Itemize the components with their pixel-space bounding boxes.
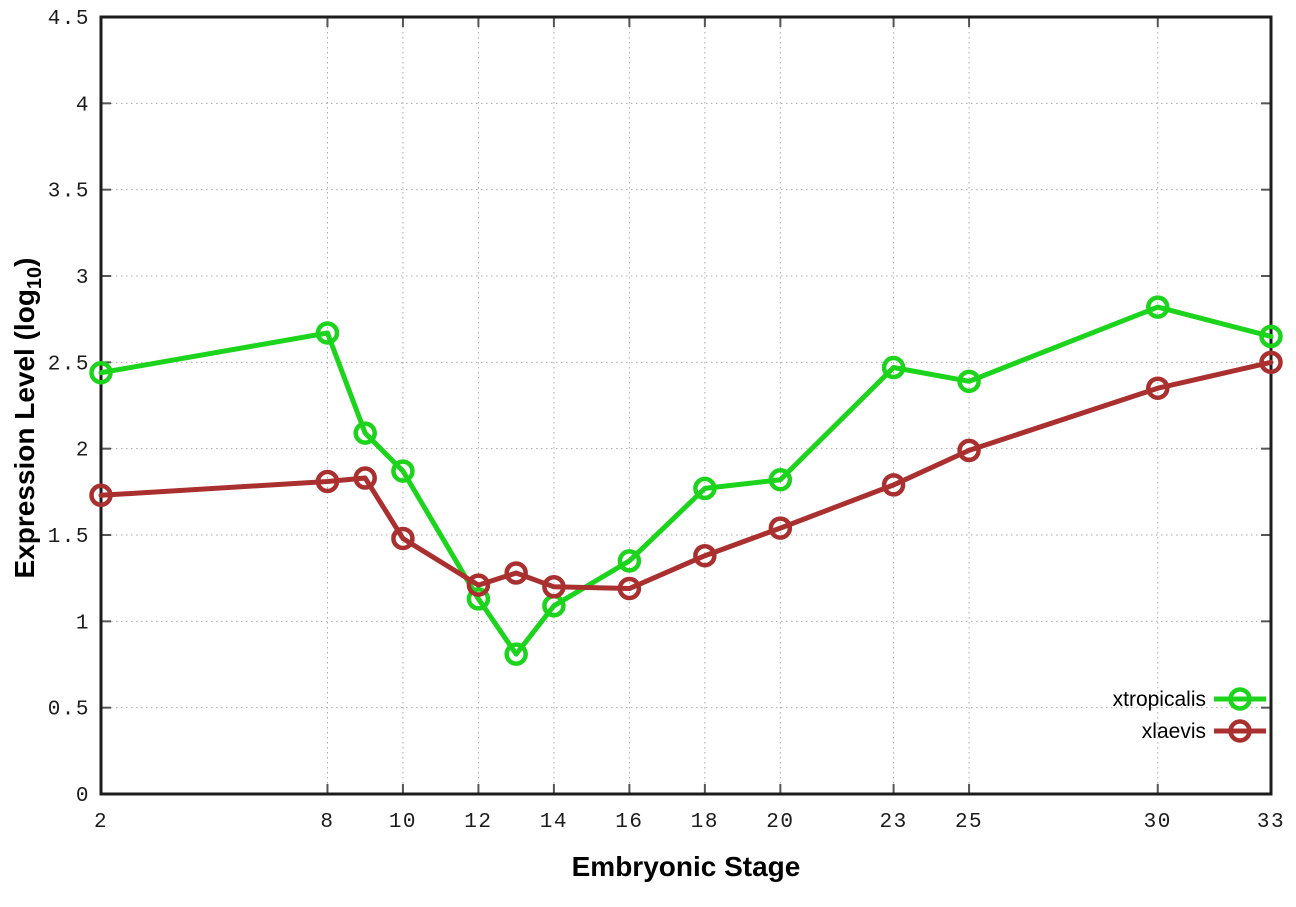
x-tick-label: 23: [879, 811, 907, 834]
y-tick-label: 4: [76, 94, 90, 117]
tick-marks: [100, 16, 1272, 795]
data-point-xlaevis: [542, 575, 566, 599]
y-tick-label: 2.5: [48, 353, 90, 376]
data-point-xlaevis: [504, 561, 528, 585]
data-point-xlaevis: [1259, 350, 1283, 375]
x-tick-label: 30: [1144, 811, 1172, 834]
y-axis-label-main: Expression Level (log: [9, 289, 40, 578]
data-point-xlaevis: [881, 473, 906, 497]
y-axis-label: Expression Level (log10): [9, 258, 46, 579]
tick-labels: 2 8 10 12 14 16 18 20 23 25 30 33 0 0.5 1 1.5 2 2.5 3 3.5 4 4…: [48, 8, 1285, 834]
data-point-xlaevis: [353, 466, 377, 490]
x-tick-label: 14: [540, 811, 568, 834]
y-tick-label: 0.5: [48, 699, 90, 722]
data-point-xtropicalis: [768, 467, 793, 492]
data-point-xtropicalis: [466, 587, 491, 611]
data-point-xtropicalis: [504, 642, 528, 666]
legend-label-xtropicalis: xtropicalis: [1113, 688, 1206, 711]
data-point-xlaevis: [89, 483, 113, 508]
legend-row-xlaevis: xlaevis: [1142, 719, 1266, 743]
y-axis-label-subscript: 10: [24, 267, 46, 289]
series-line-xlaevis: [98, 359, 1274, 592]
legend-sample-marker-xtropicalis: [1228, 687, 1252, 711]
legend: xtropicalis xlaevis: [1113, 687, 1266, 743]
data-point-xtropicalis: [617, 549, 642, 573]
y-axis-label-close: ): [9, 258, 40, 267]
x-tick-label: 10: [389, 811, 417, 834]
y-tick-label: 0: [76, 785, 90, 808]
x-tick-label: 8: [320, 811, 334, 834]
data-point-xtropicalis: [1259, 324, 1283, 349]
x-tick-label: 16: [615, 811, 643, 834]
data-point-xlaevis: [466, 573, 491, 597]
data-point-xlaevis: [617, 576, 642, 601]
legend-label-xlaevis: xlaevis: [1142, 720, 1206, 743]
x-tick-label: 33: [1257, 811, 1285, 834]
gridlines: [101, 17, 1271, 794]
data-point-xlaevis: [693, 543, 717, 568]
series-xtropicalis: [89, 295, 1283, 666]
x-axis-label: Embryonic Stage: [572, 851, 801, 882]
data-point-xtropicalis: [957, 369, 981, 394]
data-point-xtropicalis: [881, 355, 906, 380]
x-tick-label: 25: [955, 811, 983, 834]
y-tick-label: 1: [76, 612, 90, 635]
data-point-xtropicalis: [353, 421, 377, 445]
series-xlaevis: [89, 350, 1283, 601]
data-point-xlaevis: [1146, 376, 1170, 400]
data-point-xlaevis: [957, 438, 981, 463]
data-point-xlaevis: [768, 516, 793, 540]
y-tick-label: 4.5: [48, 8, 90, 31]
x-tick-label: 2: [94, 811, 108, 834]
data-point-xtropicalis: [391, 459, 415, 483]
x-tick-label: 20: [766, 811, 794, 834]
y-tick-label: 3: [76, 267, 90, 290]
series-line-xtropicalis: [98, 304, 1274, 657]
y-tick-label: 1.5: [48, 526, 90, 549]
data-point-xtropicalis: [693, 476, 717, 501]
x-tick-label: 18: [691, 811, 719, 834]
x-tick-label: 12: [464, 811, 492, 834]
y-tick-label: 2: [76, 440, 90, 463]
legend-row-xtropicalis: xtropicalis: [1113, 687, 1266, 711]
data-point-xlaevis: [315, 469, 340, 494]
legend-sample-marker-xlaevis: [1228, 719, 1252, 743]
y-tick-label: 3.5: [48, 181, 90, 204]
data-point-xtropicalis: [1146, 295, 1170, 319]
plot-border: [99, 15, 1273, 796]
data-point-xtropicalis: [315, 321, 340, 345]
data-point-xtropicalis: [89, 360, 113, 385]
data-point-xlaevis: [391, 526, 415, 551]
